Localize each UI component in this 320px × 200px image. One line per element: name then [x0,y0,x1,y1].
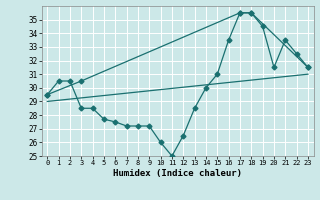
X-axis label: Humidex (Indice chaleur): Humidex (Indice chaleur) [113,169,242,178]
